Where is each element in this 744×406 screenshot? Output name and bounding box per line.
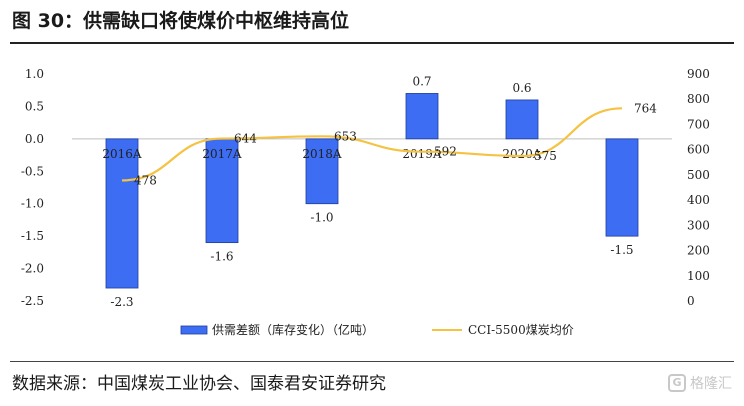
left-axis-tick-7: -2.5 [21,294,44,308]
source-rule [10,361,734,362]
bar-label-2020A: 0.6 [512,81,531,95]
price-label-2019A: 592 [434,145,457,159]
legend-line-label: CCI-5500煤炭均价 [468,323,574,337]
left-axis-tick-4: -1.0 [21,197,44,211]
bar-label-2018A: -1.0 [310,211,333,225]
watermark-text: 格隆汇 [690,376,732,392]
category-label-2016A: 2016A [102,147,142,161]
category-label-2017A: 2017A [202,147,242,161]
bar-series [105,93,639,289]
legend-bar-label: 供需差额（库存变化）（亿吨） [212,322,374,337]
bar-2019A [405,93,439,140]
line-series [121,107,623,182]
watermark-logo-icon: G [668,374,686,392]
price-label-2020A: 575 [534,149,557,163]
right-axis: 900 800 700 600 500 400 300 200 100 0 [687,67,710,308]
right-axis-tick-8: 100 [687,269,710,283]
bar-label-2021E: -1.5 [610,243,633,257]
bar-2016A [105,138,139,289]
right-axis-tick-5: 400 [687,193,710,207]
bar-2018A [305,138,339,205]
right-axis-tick-1: 800 [687,92,710,106]
chart-title: 图 30：供需缺口将使煤价中枢维持高位 [12,10,350,32]
right-axis-tick-4: 500 [687,168,710,182]
left-axis-tick-3: -0.5 [21,164,44,178]
bar-2020A [505,99,539,140]
category-label-2019A: 2019A [402,147,442,161]
price-line [121,107,623,182]
price-label-2021E: 764 [634,101,657,115]
line-value-labels: 478 644 653 592 575 764 [134,101,657,187]
bar-2021E [605,138,639,237]
bar-2017A [205,138,239,244]
left-axis-tick-2: 0.0 [25,132,44,146]
right-axis-tick-7: 200 [687,244,710,258]
title-rule [10,42,734,44]
legend: 供需差额（库存变化）（亿吨） CCI-5500煤炭均价 [180,322,574,337]
category-label-2020A: 2020A [502,147,542,161]
left-axis-tick-0: 1.0 [25,67,44,81]
left-axis-tick-6: -2.0 [21,262,44,276]
right-axis-tick-3: 600 [687,143,710,157]
legend-bar-swatch [180,325,208,335]
watermark: G 格隆汇 [668,373,732,393]
category-labels: 2016A 2017A 2018A 2019A 2020A [102,147,542,161]
category-label-2018A: 2018A [302,147,342,161]
source-note: 数据来源：中国煤炭工业协会、国泰君安证券研究 [12,374,386,394]
price-label-2017A: 644 [234,132,257,146]
right-axis-tick-9: 0 [687,294,695,308]
bar-value-labels: -2.3 -1.6 -1.0 0.7 0.6 -1.5 [110,74,633,309]
left-axis: 1.0 0.5 0.0 -0.5 -1.0 -1.5 -2.0 -2.5 [21,67,44,308]
price-label-2016A: 478 [134,173,157,187]
combo-chart: 1.0 0.5 0.0 -0.5 -1.0 -1.5 -2.0 -2.5 900 800 700 6… [21,67,710,337]
right-axis-tick-6: 300 [687,218,710,232]
price-label-2018A: 653 [334,129,357,143]
left-axis-tick-5: -1.5 [21,229,44,243]
bar-label-2016A: -2.3 [110,295,133,309]
left-axis-tick-1: 0.5 [25,99,44,113]
right-axis-tick-2: 700 [687,117,710,131]
bar-label-2019A: 0.7 [412,74,431,88]
bar-label-2017A: -1.6 [210,250,233,264]
right-axis-tick-0: 900 [687,67,710,81]
